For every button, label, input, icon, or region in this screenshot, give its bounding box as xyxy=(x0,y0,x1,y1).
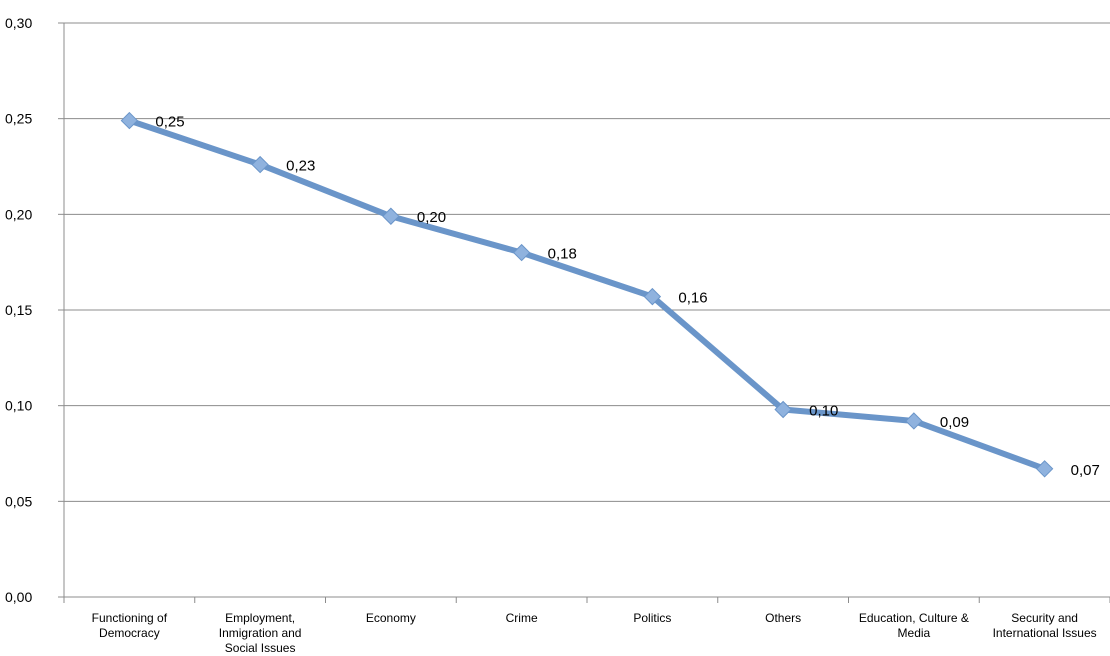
gridlines xyxy=(64,22,1110,502)
x-axis-ticks: Functioning of Democracy Employment, Inmigr… xyxy=(63,597,1110,655)
data-labels-group: 0,25 0,23 0,20 0,18 0,16 0,10 0,09 0,07 xyxy=(155,114,1099,479)
data-label: 0,18 xyxy=(548,246,577,263)
data-label: 0,16 xyxy=(678,290,707,307)
x-tick-label: Functioning of Democracy xyxy=(92,611,168,640)
x-tick-label: Others xyxy=(765,611,801,625)
data-point xyxy=(643,287,662,306)
data-label: 0,25 xyxy=(155,114,184,131)
data-point xyxy=(774,400,792,419)
data-label: 0,09 xyxy=(940,414,969,431)
data-point xyxy=(382,207,400,225)
x-tick-label: Crime xyxy=(506,611,538,625)
data-point xyxy=(512,243,531,262)
data-point xyxy=(905,412,923,430)
series-line xyxy=(126,117,1048,472)
x-tick-label: Employment, Inmigration and Social Issues xyxy=(219,611,302,655)
data-point xyxy=(1035,460,1054,478)
data-label: 0,10 xyxy=(809,402,838,419)
markers-group xyxy=(120,111,1054,478)
y-tick-label: 0,15 xyxy=(5,302,32,318)
data-label: 0,07 xyxy=(1071,462,1100,479)
x-tick-label: Security and International Issues xyxy=(993,611,1097,640)
y-tick-label: 0,00 xyxy=(5,589,32,605)
series-group xyxy=(126,117,1048,472)
y-tick-label: 0,25 xyxy=(5,111,32,127)
data-label: 0,23 xyxy=(286,158,315,175)
y-tick-label: 0,10 xyxy=(5,398,32,414)
x-tick-label: Economy xyxy=(366,611,416,625)
x-tick-label: Education, Culture & Media xyxy=(859,611,969,640)
data-point xyxy=(120,111,139,130)
y-tick-label: 0,05 xyxy=(5,493,32,509)
y-tick-label: 0,30 xyxy=(5,15,32,31)
y-tick-label: 0,20 xyxy=(5,206,32,222)
data-label: 0,20 xyxy=(417,209,446,226)
x-tick-label: Politics xyxy=(633,611,671,625)
data-point xyxy=(251,155,269,174)
y-axis-ticks: 0,00 0,05 0,10 0,15 0,20 0,25 0,30 xyxy=(5,15,64,605)
